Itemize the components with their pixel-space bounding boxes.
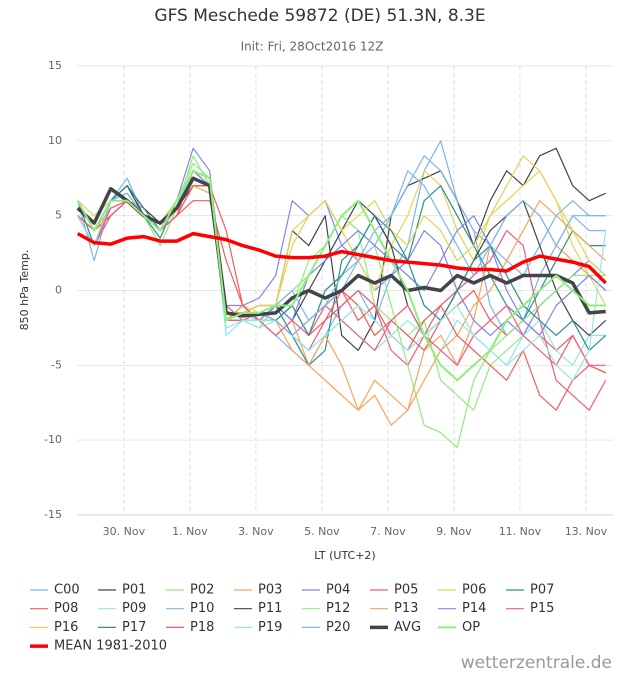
- x-tick-label: 11. Nov: [499, 525, 542, 538]
- x-tick-label: 3. Nov: [238, 525, 274, 538]
- series-line: [76, 169, 606, 382]
- legend-label: P01: [122, 583, 146, 598]
- legend-label: P07: [530, 583, 554, 598]
- y-tick-label: -15: [44, 508, 62, 521]
- y-tick-label: -5: [51, 358, 62, 371]
- legend-label: P05: [394, 583, 418, 598]
- x-tick-label: 9. Nov: [436, 525, 472, 538]
- x-tick-label: 13. Nov: [565, 525, 608, 538]
- credit: wetterzentrale.de: [461, 653, 612, 673]
- series-line: [76, 231, 607, 285]
- series-line: [76, 176, 606, 318]
- legend-label: P12: [326, 601, 350, 616]
- legend-label: P15: [530, 601, 554, 616]
- legend-label: P18: [190, 620, 214, 635]
- x-tick-label: 30. Nov: [103, 525, 146, 538]
- legend-label: P03: [258, 583, 282, 598]
- series-line: [77, 155, 607, 411]
- legend-label: P13: [394, 601, 418, 616]
- y-axis-title: 850 hPa Temp.: [18, 250, 31, 331]
- legend-label: P17: [122, 620, 146, 635]
- legend-label: P14: [462, 601, 486, 616]
- legend-label: P16: [54, 620, 78, 635]
- chart-subtitle: Init: Fri, 28Oct2016 12Z: [241, 40, 384, 54]
- legend-label: P11: [258, 601, 282, 616]
- x-tick-label: 5. Nov: [304, 525, 340, 538]
- legend-label: MEAN 1981-2010: [54, 639, 167, 654]
- x-tick-label: 7. Nov: [370, 525, 406, 538]
- y-tick-label: 5: [55, 209, 62, 222]
- y-tick-label: 15: [48, 59, 62, 72]
- chart-title: GFS Meschede 59872 (DE) 51.3N, 8.3E: [154, 6, 485, 26]
- y-tick-label: 10: [48, 134, 62, 147]
- x-axis-title: LT (UTC+2): [314, 549, 375, 562]
- legend-label: P04: [326, 583, 350, 598]
- legend-label: AVG: [394, 620, 421, 635]
- x-tick-label: 1. Nov: [172, 525, 208, 538]
- legend-label: C00: [54, 583, 80, 598]
- legend-label: P19: [258, 620, 282, 635]
- legend-label: P10: [190, 601, 214, 616]
- y-tick-label: -10: [44, 433, 62, 446]
- legend-label: OP: [462, 620, 480, 635]
- series-line: [77, 170, 607, 314]
- y-tick-label: 0: [55, 284, 62, 297]
- legend-label: P06: [462, 583, 486, 598]
- legend-label: P08: [54, 601, 78, 616]
- legend-label: P09: [122, 601, 146, 616]
- legend-label: P02: [190, 583, 214, 598]
- legend-label: P20: [326, 620, 350, 635]
